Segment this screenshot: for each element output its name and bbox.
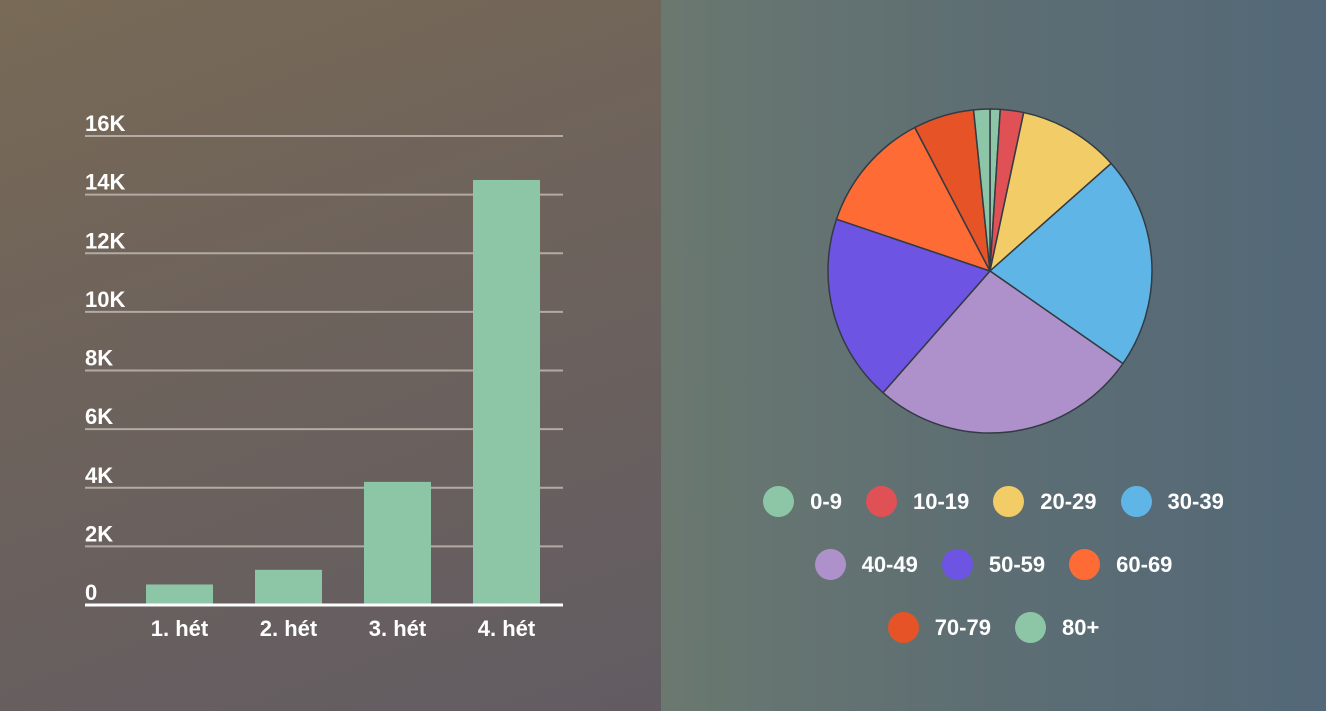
y-tick-label: 8K bbox=[85, 346, 113, 371]
bar bbox=[255, 569, 322, 605]
legend-label: 0-9 bbox=[810, 488, 842, 514]
legend-item-40-49: 40-49 bbox=[814, 549, 918, 580]
y-tick-label: 0 bbox=[85, 580, 97, 605]
legend-item-60-69: 60-69 bbox=[1069, 549, 1172, 580]
legend-swatch bbox=[1014, 612, 1046, 643]
legend-label: 10-19 bbox=[912, 488, 970, 514]
pie-legend: 0-9 10-19 20-29 30-39 40-49 50-59 60-69 bbox=[661, 470, 1326, 659]
bar-chart-panel: 0 2K 4K 6K 8K 10K 12K 14K 16K 1. hét 2. hét 3. hét 4… bbox=[0, 0, 661, 711]
pie-slice-50-59 bbox=[827, 218, 991, 394]
x-tick-label: 4. hét bbox=[478, 616, 536, 641]
legend-item-30-39: 30-39 bbox=[1120, 486, 1224, 517]
legend-row-2: 40-49 50-59 60-69 bbox=[661, 533, 1326, 596]
legend-swatch bbox=[887, 612, 919, 643]
legend-swatch bbox=[993, 486, 1025, 517]
legend-item-0-9: 0-9 bbox=[763, 486, 842, 517]
bar bbox=[364, 481, 431, 605]
x-tick-label: 1. hét bbox=[151, 616, 209, 641]
y-tick-label: 16K bbox=[85, 111, 125, 136]
y-tick-label: 6K bbox=[85, 404, 113, 429]
legend-swatch bbox=[763, 486, 795, 517]
bar-chart: 0 2K 4K 6K 8K 10K 12K 14K 16K 1. hét 2. hét 3. hét 4… bbox=[85, 111, 563, 641]
legend-item-20-29: 20-29 bbox=[993, 486, 1097, 517]
legend-swatch bbox=[865, 486, 897, 517]
pie-slice-80-plus bbox=[972, 108, 991, 272]
legend-item-70-79: 70-79 bbox=[887, 612, 991, 643]
legend-label: 50-59 bbox=[988, 551, 1046, 577]
legend-label: 40-49 bbox=[861, 551, 918, 577]
legend-item-80-plus: 80+ bbox=[1014, 612, 1100, 643]
legend-label: 80+ bbox=[1061, 614, 1100, 640]
legend-label: 60-69 bbox=[1116, 551, 1173, 577]
legend-label: 20-29 bbox=[1040, 488, 1097, 514]
legend-swatch bbox=[941, 549, 973, 580]
y-tick-label: 10K bbox=[85, 287, 125, 312]
legend-label: 70-79 bbox=[934, 614, 991, 640]
bar bbox=[473, 179, 540, 605]
x-tick-label: 3. hét bbox=[369, 616, 427, 641]
legend-item-50-59: 50-59 bbox=[941, 549, 1046, 580]
y-tick-label: 14K bbox=[85, 170, 125, 195]
legend-swatch bbox=[1069, 549, 1101, 580]
y-tick-label: 4K bbox=[85, 463, 113, 488]
legend-row-1: 0-9 10-19 20-29 30-39 bbox=[661, 470, 1326, 533]
pie-slice-20-29 bbox=[989, 111, 1112, 272]
legend-label: 30-39 bbox=[1167, 488, 1224, 514]
x-tick-label: 2. hét bbox=[260, 616, 318, 641]
legend-swatch bbox=[814, 549, 846, 580]
pie-slice-30-39 bbox=[989, 162, 1153, 365]
pie-chart-panel bbox=[661, 0, 1326, 711]
pie-chart bbox=[827, 108, 1153, 434]
legend-swatch bbox=[1120, 486, 1152, 517]
legend-row-3: 70-79 80+ bbox=[661, 596, 1326, 659]
y-tick-label: 12K bbox=[85, 228, 125, 253]
bar bbox=[146, 584, 213, 605]
pie-slice-40-49 bbox=[882, 270, 1124, 434]
y-tick-label: 2K bbox=[85, 521, 113, 546]
pie-slice-60-69 bbox=[835, 126, 991, 272]
legend-item-10-19: 10-19 bbox=[865, 486, 970, 517]
